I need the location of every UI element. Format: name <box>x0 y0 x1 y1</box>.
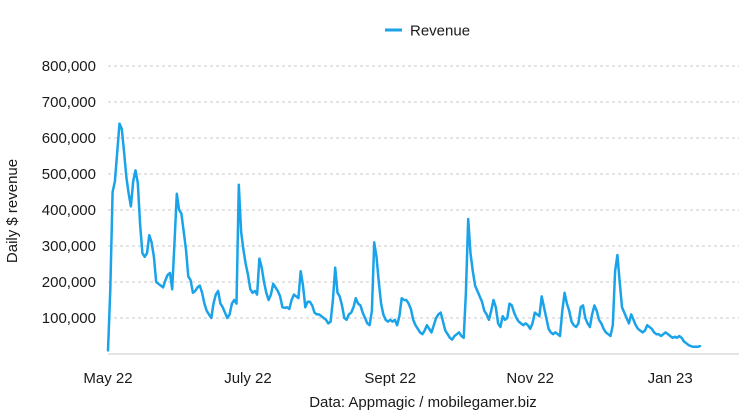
x-tick-label: Nov 22 <box>506 370 554 387</box>
x-tick-label: July 22 <box>224 370 272 387</box>
series-layer <box>106 122 702 352</box>
series-line-revenue <box>106 122 702 352</box>
y-tick-label: 200,000 <box>42 274 96 291</box>
x-axis-ticks: May 22 July 22 Sept 22 Nov 22 Jan 23 <box>83 370 692 387</box>
x-tick-label: May 22 <box>83 370 132 387</box>
x-tick-label: Sept 22 <box>364 370 416 387</box>
y-axis-ticks: 100,000 200,000 300,000 400,000 500,000 600,0… <box>42 58 96 327</box>
y-tick-label: 700,000 <box>42 94 96 111</box>
y-tick-label: 800,000 <box>42 58 96 75</box>
grid-lines <box>108 65 739 319</box>
y-tick-label: 600,000 <box>42 130 96 147</box>
legend: Revenue <box>385 23 470 40</box>
y-tick-label: 100,000 <box>42 310 96 327</box>
x-axis-title: Data: Appmagic / mobilegamer.biz <box>309 394 537 411</box>
x-tick-label: Jan 23 <box>648 370 693 387</box>
y-tick-label: 300,000 <box>42 238 96 255</box>
y-tick-label: 400,000 <box>42 202 96 219</box>
legend-label: Revenue <box>410 23 470 40</box>
y-axis-title: Daily $ revenue <box>4 159 21 263</box>
y-tick-label: 500,000 <box>42 166 96 183</box>
